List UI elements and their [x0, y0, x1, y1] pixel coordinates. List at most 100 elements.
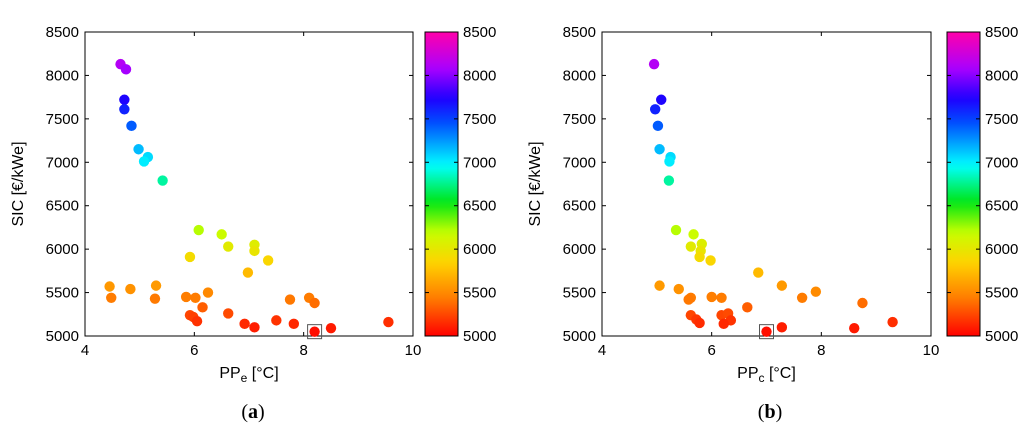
data-point [753, 267, 764, 278]
data-point [309, 326, 320, 337]
data-point [325, 322, 337, 334]
y-tick-label: 8500 [46, 24, 79, 41]
data-point [149, 293, 161, 304]
colorbar-tick-label: 6500 [463, 198, 496, 215]
data-point [242, 267, 254, 278]
data-point [249, 322, 260, 333]
data-point [654, 280, 665, 291]
colorbar-tick-label: 7000 [985, 154, 1018, 171]
data-point [223, 241, 234, 252]
colorbar [946, 31, 981, 337]
chart-panel-b: 4 6 8 10 5000 5500 6000 6500 7000 7500 8000 8500 PPc… [527, 24, 1018, 423]
data-point [810, 286, 822, 297]
highlight-marker [759, 324, 774, 340]
data-point [761, 326, 772, 337]
colorbar-tick-label: 5000 [985, 328, 1018, 345]
y-axis-label: SIC [€/kWe] [10, 141, 27, 226]
colorbar-tick-label: 5000 [463, 328, 496, 345]
data-point [193, 224, 204, 236]
data-point [694, 251, 705, 263]
data-point [673, 283, 684, 295]
data-point [223, 308, 234, 319]
highlight-marker [307, 324, 323, 340]
colorbar-tick-label: 6000 [463, 241, 496, 258]
data-point [648, 58, 660, 70]
data-point [796, 292, 808, 303]
data-point [197, 302, 208, 313]
data-point [670, 224, 682, 236]
x-tick-label: 4 [598, 342, 606, 359]
data-point [284, 294, 296, 305]
colorbar-tick-label: 5500 [463, 285, 496, 302]
data-point [776, 322, 788, 333]
data-point [705, 255, 716, 266]
data-point [656, 94, 667, 105]
panel-label: (b) [758, 401, 782, 423]
data-point [383, 316, 394, 328]
y-tick-label: 6000 [46, 241, 79, 258]
colorbar [424, 31, 459, 337]
y-tick-label: 5000 [46, 328, 79, 345]
colorbar-tick-label: 7500 [985, 111, 1018, 128]
y-tick-label: 7500 [563, 111, 596, 128]
data-point [776, 280, 788, 291]
colorbar-tick-label: 8500 [463, 24, 496, 41]
y-tick-label: 7500 [46, 111, 79, 128]
data-point [652, 120, 664, 132]
data-point [718, 318, 729, 330]
data-point [262, 255, 274, 266]
y-tick-label: 5000 [563, 328, 596, 345]
data-point [649, 104, 661, 115]
y-tick-label: 8000 [46, 67, 79, 84]
y-axis-label: SIC [€/kWe] [527, 141, 544, 226]
y-tick-label: 7000 [46, 154, 79, 171]
data-point [157, 175, 168, 186]
data-point [119, 104, 130, 115]
x-tick-label: 8 [299, 342, 307, 359]
x-tick-label: 4 [81, 342, 89, 359]
chart-panel-a: 4 6 8 10 5000 5500 6000 6500 7000 7500 8000 8500 PPe… [10, 24, 496, 423]
x-tick-label: 6 [707, 342, 715, 359]
data-point [742, 302, 753, 313]
y-tick-label: 5500 [46, 285, 79, 302]
data-point [849, 322, 860, 334]
data-point [138, 156, 150, 167]
panel-label: (a) [241, 401, 264, 423]
data-point [190, 292, 201, 303]
data-point [180, 291, 192, 303]
colorbar-tick-label: 6500 [985, 198, 1018, 215]
data-point [716, 292, 727, 303]
y-tick-label: 6500 [46, 198, 79, 215]
colorbar-tick-label: 6000 [985, 241, 1018, 258]
colorbar-tick-label: 8500 [985, 24, 1018, 41]
x-axis-label: PPe [°C] [219, 365, 278, 385]
colorbar-tick-label: 8000 [985, 67, 1018, 84]
data-point [216, 229, 227, 240]
y-tick-label: 8000 [563, 67, 596, 84]
data-point [184, 251, 196, 263]
data-point [104, 281, 115, 292]
x-axis-label: PPc [°C] [737, 365, 796, 385]
data-point [119, 94, 130, 105]
y-tick-label: 8500 [563, 24, 596, 41]
data-point [249, 245, 260, 257]
colorbar-tick-label: 8000 [463, 67, 496, 84]
x-tick-label: 8 [817, 342, 825, 359]
data-point [271, 315, 282, 326]
data-point [683, 294, 694, 305]
y-tick-label: 6000 [563, 241, 596, 258]
y-tick-label: 7000 [563, 154, 596, 171]
x-tick-label: 10 [405, 342, 422, 359]
plot-area [601, 31, 932, 337]
data-point [664, 156, 675, 167]
data-point [887, 316, 898, 328]
data-point [239, 318, 250, 330]
data-point [663, 175, 675, 186]
x-tick-label: 10 [923, 342, 940, 359]
data-point [191, 316, 203, 327]
data-point [150, 280, 162, 291]
colorbar-tick-label: 5500 [985, 285, 1018, 302]
data-point [125, 283, 136, 295]
colorbar-tick-label: 7000 [463, 154, 496, 171]
